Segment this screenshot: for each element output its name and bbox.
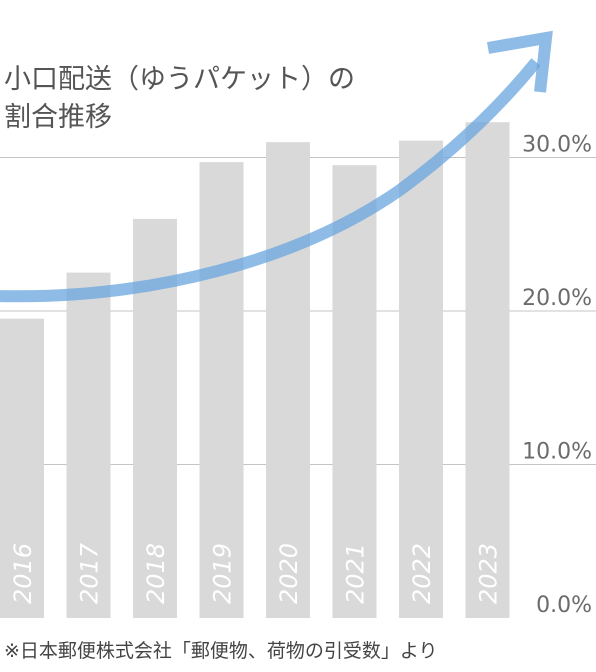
y-tick-label-3: 30.0%: [522, 133, 592, 158]
bar-2020: [266, 142, 310, 618]
bar-2023: [465, 122, 510, 618]
y-tick-label-0: 0.0%: [536, 593, 592, 618]
trend-arrow-head: [486, 30, 553, 93]
y-tick-label-1: 10.0%: [522, 440, 592, 465]
y-tick-labels: 0.0% 10.0% 20.0% 30.0%: [522, 133, 592, 619]
bar-2022: [399, 140, 443, 619]
bar-2021: [332, 165, 377, 619]
source-note: ※日本郵便株式会社「郵便物、荷物の引受数」より: [4, 640, 438, 662]
x-tick-label-2018: 2018: [142, 543, 170, 604]
x-tick-label-2023: 2023: [475, 543, 503, 604]
bar-2016: [0, 318, 44, 618]
trend-arrow-shaft: [0, 58, 541, 303]
x-tick-label-2019: 2019: [209, 543, 237, 604]
x-tick-label-2021: 2021: [342, 543, 370, 604]
x-tick-label-2020: 2020: [275, 543, 303, 604]
chart-title-line-2: 割合推移: [4, 102, 112, 133]
chart-title-line-1: 小口配送（ゆうパケット）の: [4, 64, 355, 95]
x-tick-labels: 2016 2017 2018 2019 2020 2021 2022 2023: [9, 542, 503, 604]
trend-arrow: [0, 30, 553, 303]
y-tick-label-2: 20.0%: [522, 286, 592, 311]
x-tick-label-2016: 2016: [9, 543, 37, 604]
x-tick-label-2022: 2022: [408, 543, 436, 604]
bar-2017: [66, 272, 111, 618]
bar-2019: [199, 162, 244, 619]
x-tick-label-2017: 2017: [76, 542, 104, 604]
